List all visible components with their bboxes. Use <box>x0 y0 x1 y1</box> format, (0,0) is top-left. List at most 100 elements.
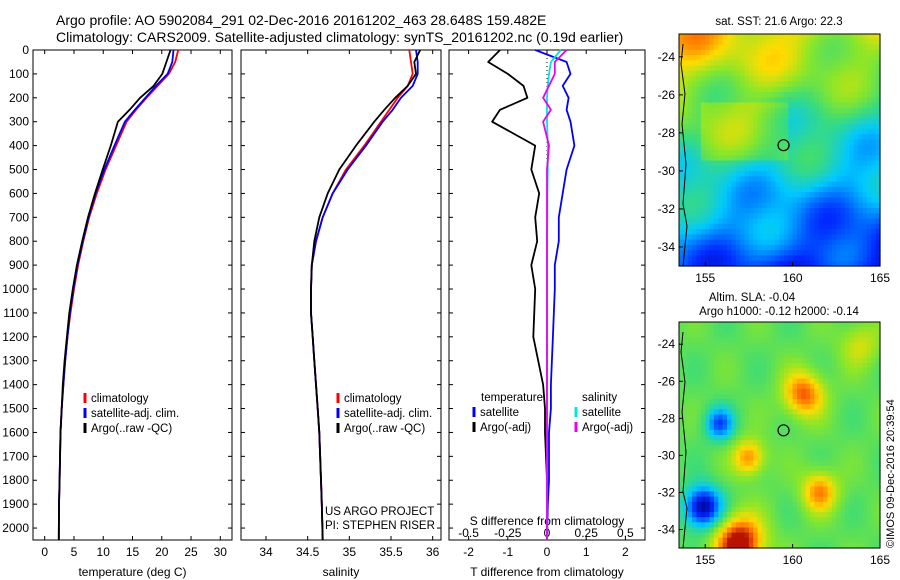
map-cell <box>683 537 689 544</box>
map-cell <box>735 512 741 518</box>
map-cell <box>770 44 776 51</box>
map-cell <box>735 160 741 167</box>
map-cell <box>836 440 842 446</box>
map-cell <box>687 55 693 61</box>
map-cell <box>805 404 811 410</box>
map-cell <box>871 102 877 109</box>
map-cell <box>727 357 733 364</box>
map-cell <box>740 424 746 431</box>
map-cell <box>740 414 746 421</box>
map-cell <box>827 496 833 503</box>
map-cell <box>818 460 824 467</box>
map-cell <box>805 192 811 199</box>
map-cell <box>827 527 833 534</box>
map-cell <box>727 39 733 46</box>
map-cell <box>709 537 715 544</box>
map-cell <box>849 481 855 487</box>
map-cell <box>718 86 724 93</box>
map-cell <box>849 465 855 472</box>
map-cell <box>779 81 785 88</box>
map-cell <box>827 92 833 98</box>
map-cell <box>683 357 689 364</box>
map-cell <box>700 450 706 457</box>
map-cell <box>696 496 702 503</box>
map-cell <box>705 460 711 467</box>
map-cell <box>748 357 754 364</box>
map-cell <box>744 440 750 446</box>
map-cell <box>722 118 728 125</box>
map-cell <box>871 81 877 88</box>
map-cell <box>831 39 837 46</box>
map-cell <box>823 470 829 477</box>
map-cell <box>687 532 693 539</box>
map-cell <box>779 186 785 193</box>
map-cell <box>718 239 724 246</box>
map-cell <box>823 424 829 431</box>
map-cell <box>687 34 693 40</box>
map-cell <box>713 399 719 405</box>
map-cell <box>796 250 802 257</box>
map-cell <box>748 332 754 339</box>
map-cell <box>818 250 824 257</box>
map-cell <box>696 229 702 235</box>
map-cell <box>840 527 846 534</box>
map-cell <box>849 155 855 162</box>
map-cell <box>709 388 715 395</box>
map-cell <box>775 532 781 539</box>
map-cell <box>827 388 833 395</box>
map-cell <box>814 160 820 167</box>
map-cell <box>770 208 776 214</box>
map-cell <box>696 113 702 119</box>
map-cell <box>871 357 877 364</box>
map-cell <box>792 97 798 104</box>
map-cell <box>866 399 872 405</box>
map-cell <box>801 424 807 431</box>
map-cell <box>836 512 842 518</box>
map-cell <box>731 55 737 61</box>
map-cell <box>871 476 877 482</box>
map-cell <box>692 440 698 446</box>
map-cell <box>875 435 881 441</box>
map-cell <box>858 537 864 544</box>
map-cell <box>683 378 689 385</box>
map-cell <box>683 197 689 204</box>
map-cell <box>783 86 789 93</box>
map-cell <box>696 337 702 344</box>
map-cell <box>679 404 684 410</box>
map-cell <box>770 501 776 508</box>
map-cell <box>687 144 693 151</box>
map-cell <box>696 97 702 104</box>
map-cell <box>722 65 728 72</box>
map-cell <box>858 332 864 339</box>
map-cell <box>696 476 702 482</box>
map-cell <box>831 506 837 513</box>
map-cell <box>722 435 728 441</box>
map-cell <box>858 481 864 487</box>
map-cell <box>858 197 864 204</box>
map-cell <box>770 429 776 436</box>
map-cell <box>705 239 711 246</box>
map-cell <box>687 60 693 67</box>
map-y-tick-label: -30 <box>658 164 676 178</box>
map-cell <box>713 255 719 262</box>
map-cell <box>836 388 842 395</box>
map-cell <box>727 537 733 544</box>
map-cell <box>687 327 693 333</box>
header-line-2: Climatology: CARS2009. Satellite-adjuste… <box>56 29 624 45</box>
x-axis-label: salinity <box>323 565 360 579</box>
map-cell <box>775 481 781 487</box>
map-cell <box>805 65 811 72</box>
map-cell <box>836 202 842 209</box>
map-cell <box>805 440 811 446</box>
map-cell <box>783 399 789 405</box>
map-cell <box>679 181 684 188</box>
map-cell <box>792 491 798 498</box>
map-cell <box>740 76 746 83</box>
map-cell <box>779 506 785 513</box>
map-cell <box>827 176 833 183</box>
map-cell <box>727 342 733 349</box>
map-cell <box>827 404 833 410</box>
map-cell <box>866 419 872 426</box>
map-cell <box>862 491 868 498</box>
